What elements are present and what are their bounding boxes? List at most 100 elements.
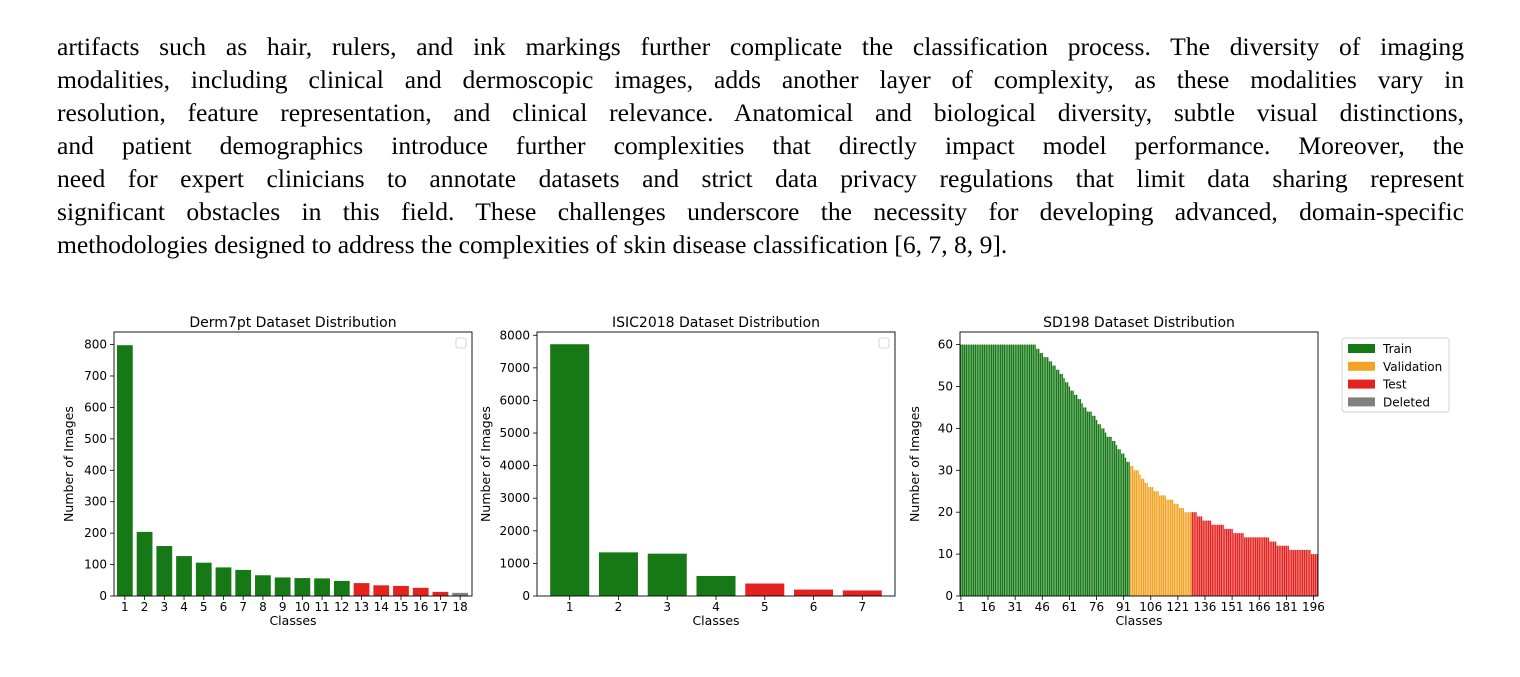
empty-legend-box: [455, 337, 467, 349]
x-tick-label: 7: [239, 600, 247, 614]
bar: [1144, 482, 1147, 596]
bar: [1220, 524, 1222, 596]
x-tick-label: 7: [858, 600, 866, 614]
bar: [1238, 533, 1241, 596]
x-tick-label: 17: [433, 600, 448, 614]
bar: [963, 344, 966, 596]
bar: [1003, 344, 1006, 596]
bar: [1298, 549, 1300, 596]
bar: [1244, 537, 1246, 596]
bar: [996, 344, 998, 596]
bar: [1050, 361, 1053, 596]
bar: [961, 344, 964, 596]
bar: [1090, 411, 1092, 596]
bar: [1001, 344, 1004, 596]
bar: [1260, 537, 1262, 596]
y-axis-label: Number of Images: [478, 406, 493, 522]
legend-swatch: [1348, 397, 1375, 407]
bar: [1101, 428, 1103, 596]
bar: [1075, 394, 1078, 596]
x-tick-label: 91: [1116, 600, 1131, 614]
bar: [1010, 344, 1013, 596]
paragraph-line: resolution, feature representation, and …: [57, 98, 1464, 127]
bar: [1180, 508, 1183, 596]
bar: [1016, 344, 1018, 596]
bar: [1216, 524, 1219, 596]
plot-frame: [959, 331, 1319, 597]
bar: [1294, 549, 1297, 596]
legend-label: Validation: [1383, 360, 1442, 374]
bar: [1059, 373, 1062, 596]
bar: [1068, 386, 1071, 596]
bar: [969, 344, 971, 596]
bar: [1119, 449, 1121, 596]
bar: [1088, 411, 1091, 596]
y-tick-label: 50: [938, 379, 953, 393]
bar: [1115, 445, 1118, 596]
bar: [1283, 545, 1286, 596]
split-legend: Train Validation Test Deleted: [1341, 337, 1450, 413]
plot-frame: [536, 331, 896, 597]
bar: [1092, 415, 1094, 596]
bar: [1171, 499, 1174, 596]
x-tick-label: 18: [453, 600, 468, 614]
bar: [1227, 528, 1230, 596]
x-tick-label: 31: [1008, 600, 1023, 614]
bar: [1274, 541, 1277, 596]
dataset-distribution-figure: Derm7pt Dataset Distribution 0 100 200 300 40…: [0, 300, 1520, 640]
bar: [1019, 344, 1022, 596]
bar: [1231, 528, 1233, 596]
bar: [1285, 545, 1288, 596]
bar: [255, 575, 271, 596]
x-tick-label: 16: [413, 600, 428, 614]
bar: [1140, 478, 1143, 596]
bar: [1184, 512, 1186, 596]
bar: [1122, 453, 1125, 596]
bar: [1103, 428, 1105, 596]
bar: [1121, 453, 1123, 596]
x-tick-label: 2: [615, 600, 623, 614]
paragraph-line: methodologies designed to address the co…: [57, 230, 1008, 259]
x-tick-label: 8: [259, 600, 267, 614]
bar: [1162, 495, 1165, 596]
y-tick-label: 0: [99, 589, 107, 603]
bar: [1314, 554, 1317, 596]
bar: [1112, 440, 1114, 596]
bar: [1021, 344, 1024, 596]
bar: [1110, 436, 1112, 596]
bar: [1074, 394, 1076, 596]
y-tick-label: 30: [938, 463, 953, 477]
x-tick-label: 196: [1302, 600, 1325, 614]
paragraph-line: modalities, including clinical and dermo…: [57, 65, 1464, 94]
x-tick-label: 4: [180, 600, 188, 614]
bar: [1130, 466, 1132, 596]
bar: [1198, 516, 1201, 596]
y-tick-label: 6000: [499, 393, 530, 407]
bar: [1036, 348, 1038, 596]
x-tick-label: 166: [1248, 600, 1271, 614]
bar: [1056, 369, 1058, 596]
bar: [1150, 487, 1152, 596]
bar: [1195, 512, 1197, 596]
x-tick-label: 13: [354, 600, 369, 614]
x-tick-label: 1: [566, 600, 574, 614]
bar: [1005, 344, 1007, 596]
bar: [1025, 344, 1027, 596]
bar: [1083, 407, 1085, 596]
legend-label: Test: [1382, 378, 1407, 392]
bar: [1077, 399, 1080, 596]
bar: [1139, 474, 1141, 596]
bar: [1316, 554, 1318, 596]
bar: [1081, 403, 1083, 596]
empty-legend-box: [878, 337, 890, 349]
bar: [1133, 470, 1136, 596]
bar: [1193, 512, 1195, 596]
legend-swatch: [1348, 344, 1375, 353]
bar: [1063, 378, 1065, 596]
y-tick-label: 60: [938, 338, 953, 352]
bar: [294, 578, 311, 596]
bar: [1028, 344, 1031, 596]
bar: [1124, 457, 1127, 596]
bar: [1173, 503, 1175, 596]
bar: [989, 344, 991, 596]
